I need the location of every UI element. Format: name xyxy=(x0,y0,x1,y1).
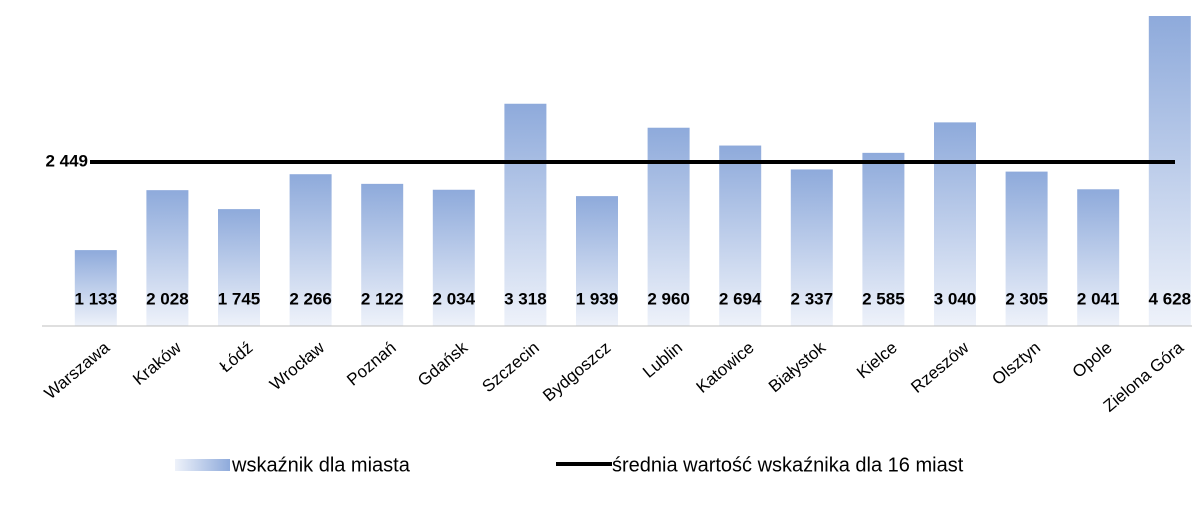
x-tick-label: Bydgoszcz xyxy=(539,338,614,405)
bar xyxy=(1148,16,1191,326)
data-label: 2 034 xyxy=(433,289,476,308)
data-label: 2 337 xyxy=(791,289,834,308)
data-label: 2 122 xyxy=(361,289,404,308)
legend-label: średnia wartość wskaźnika dla 16 miast xyxy=(612,454,964,476)
x-tick-label: Olsztyn xyxy=(988,338,1044,389)
x-tick-label: Wrocław xyxy=(266,337,328,394)
data-label: 2 960 xyxy=(647,289,690,308)
bar xyxy=(74,250,117,326)
data-label: 1 133 xyxy=(75,289,118,308)
x-tick-label: Poznań xyxy=(343,338,399,390)
x-tick-label: Warszawa xyxy=(41,338,114,404)
data-label: 2 585 xyxy=(862,289,905,308)
data-label: 2 028 xyxy=(146,289,189,308)
bar xyxy=(719,145,762,326)
data-label: 1 745 xyxy=(218,289,261,308)
bar xyxy=(1077,189,1120,326)
bar xyxy=(790,169,833,326)
data-label: 1 939 xyxy=(576,289,619,308)
legend-label: wskaźnik dla miasta xyxy=(231,454,411,476)
x-tick-label: Opole xyxy=(1069,338,1116,382)
x-tick-label: Kraków xyxy=(129,337,185,388)
bar xyxy=(934,122,976,326)
bar xyxy=(218,209,260,326)
bar xyxy=(1005,171,1048,326)
x-tick-label: Białystok xyxy=(765,338,830,397)
bar xyxy=(432,189,475,326)
x-tick-label: Łódź xyxy=(216,338,256,376)
average-label: 2 449 xyxy=(45,151,88,170)
bar xyxy=(289,174,332,326)
data-label: 2 266 xyxy=(289,289,332,308)
bar xyxy=(361,183,404,326)
x-tick-label: Szczecin xyxy=(479,338,543,396)
x-tick-label: Gdańsk xyxy=(414,338,471,391)
legend-swatch xyxy=(175,459,230,471)
bar xyxy=(146,190,189,326)
x-tick-label: Kielce xyxy=(853,338,901,382)
data-label: 2 694 xyxy=(719,289,762,308)
bar xyxy=(504,103,547,326)
data-label: 3 318 xyxy=(504,289,547,308)
data-label: 3 040 xyxy=(934,289,977,308)
bar xyxy=(862,152,905,326)
x-tick-label: Rzeszów xyxy=(907,337,973,396)
data-label: 2 041 xyxy=(1077,289,1120,308)
data-label: 2 305 xyxy=(1005,289,1048,308)
data-label: 4 628 xyxy=(1149,289,1192,308)
bar xyxy=(576,196,618,326)
x-tick-label: Katowice xyxy=(693,338,758,397)
x-tick-label: Lublin xyxy=(639,338,686,382)
